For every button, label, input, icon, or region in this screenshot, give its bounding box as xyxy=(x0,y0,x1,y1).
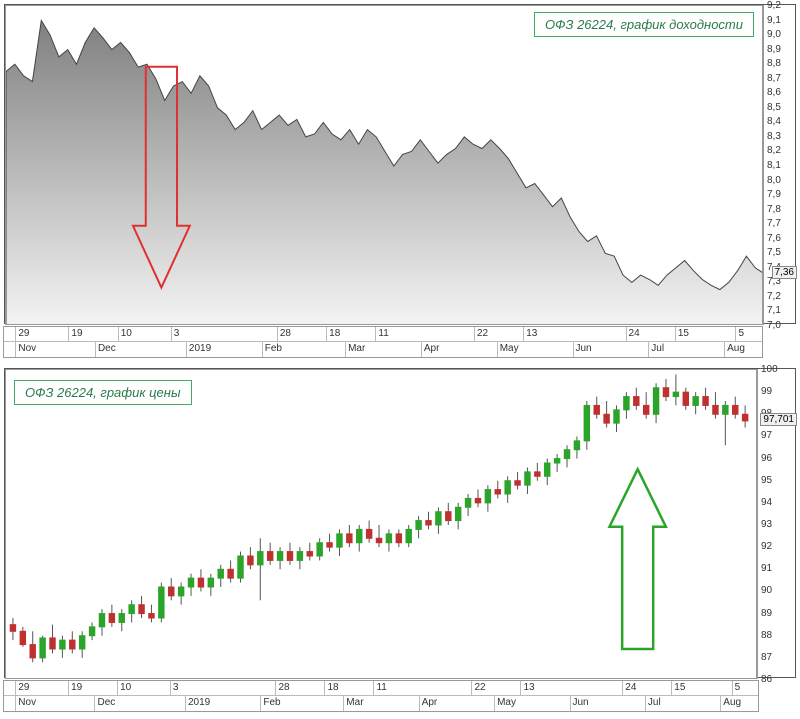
time-tick-day: 22 xyxy=(474,682,485,693)
top-ytick-label: 8,2 xyxy=(767,145,781,156)
bottom-time-axis: 29 19 10 3 28 18 11 22 13 24 15 5 Nov Dec 2019 Feb Mar A… xyxy=(3,680,759,712)
top-yaxis: 9,29,19,08,98,88,78,68,58,48,38,28,18,07… xyxy=(763,5,797,325)
time-tick-month: Mar xyxy=(348,343,365,354)
top-ytick-label: 9,2 xyxy=(767,0,781,11)
top-ytick-label: 8,4 xyxy=(767,116,781,127)
time-tick-day: 29 xyxy=(18,328,29,339)
bottom-chart-area: ОФЗ 26224, график цены xyxy=(5,369,757,679)
bottom-ytick-label: 91 xyxy=(761,563,772,574)
time-tick-day: 24 xyxy=(625,682,636,693)
time-tick-month: May xyxy=(500,343,519,354)
time-tick-day: 3 xyxy=(173,682,179,693)
bottom-ytick-label: 94 xyxy=(761,497,772,508)
time-tick-month: May xyxy=(497,697,516,708)
top-chart-area: ОФЗ 26224, график доходности xyxy=(5,5,763,325)
time-tick-month: Dec xyxy=(97,697,115,708)
time-tick-day: 22 xyxy=(477,328,488,339)
top-ytick-label: 7,8 xyxy=(767,204,781,215)
bottom-ytick-label: 88 xyxy=(761,630,772,641)
time-tick-month: Apr xyxy=(422,697,438,708)
top-ytick-label: 8,5 xyxy=(767,102,781,113)
top-ytick-label: 7,6 xyxy=(767,233,781,244)
top-last-price-tag: 7,36 xyxy=(772,266,797,279)
bottom-chart-title: ОФЗ 26224, график цены xyxy=(14,380,192,405)
time-tick-month: Jun xyxy=(576,343,592,354)
time-tick-day: 28 xyxy=(280,328,291,339)
bottom-ytick-label: 86 xyxy=(761,674,772,685)
time-tick-month: Mar xyxy=(346,697,363,708)
time-tick-day: 18 xyxy=(329,328,340,339)
top-ytick-label: 9,0 xyxy=(767,29,781,40)
top-ytick-label: 8,1 xyxy=(767,160,781,171)
time-tick-month: Aug xyxy=(723,697,741,708)
time-tick-day: 5 xyxy=(735,682,741,693)
time-tick-month: Nov xyxy=(18,343,36,354)
bottom-ytick-label: 95 xyxy=(761,475,772,486)
top-ytick-label: 8,0 xyxy=(767,175,781,186)
green-up-arrow-icon xyxy=(6,370,756,678)
top-chart-panel: ОФЗ 26224, график доходности 9,29,19,08,… xyxy=(4,4,796,324)
time-tick-month: Apr xyxy=(424,343,440,354)
bottom-ytick-label: 90 xyxy=(761,585,772,596)
time-tick-day: 10 xyxy=(120,682,131,693)
time-tick-month: 2019 xyxy=(188,697,210,708)
time-tick-month: Feb xyxy=(263,697,280,708)
red-down-arrow-icon xyxy=(6,6,762,324)
bottom-yaxis: 1009998979695949392919089888786 97,701 xyxy=(757,369,797,679)
time-tick-day: 11 xyxy=(378,328,388,339)
top-time-axis: 29 19 10 3 28 18 11 22 13 24 15 5 Nov Dec 2019 Feb Mar A… xyxy=(3,326,763,358)
time-tick-month: Aug xyxy=(727,343,745,354)
bottom-ytick-label: 89 xyxy=(761,608,772,619)
time-tick-day: 15 xyxy=(674,682,685,693)
top-ytick-label: 7,5 xyxy=(767,247,781,258)
top-ytick-label: 7,2 xyxy=(767,291,781,302)
time-tick-day: 11 xyxy=(376,682,386,693)
time-tick-day: 5 xyxy=(738,328,744,339)
top-ytick-label: 8,6 xyxy=(767,87,781,98)
time-tick-day: 28 xyxy=(278,682,289,693)
time-tick-day: 13 xyxy=(523,682,534,693)
top-ytick-label: 8,8 xyxy=(767,58,781,69)
time-tick-day: 19 xyxy=(71,328,82,339)
time-tick-month: Nov xyxy=(18,697,36,708)
time-tick-day: 18 xyxy=(327,682,338,693)
top-ytick-label: 7,0 xyxy=(767,320,781,331)
bottom-ytick-label: 93 xyxy=(761,519,772,530)
time-tick-month: 2019 xyxy=(189,343,211,354)
bottom-ytick-label: 100 xyxy=(761,364,778,375)
time-tick-month: Dec xyxy=(98,343,116,354)
time-tick-month: Jun xyxy=(573,697,589,708)
time-tick-month: Feb xyxy=(265,343,282,354)
top-ytick-label: 8,3 xyxy=(767,131,781,142)
top-ytick-label: 7,7 xyxy=(767,218,781,229)
time-tick-day: 13 xyxy=(526,328,537,339)
top-ytick-label: 7,1 xyxy=(767,305,781,316)
time-tick-month: Jul xyxy=(651,343,664,354)
time-tick-day: 29 xyxy=(18,682,29,693)
top-ytick-label: 7,9 xyxy=(767,189,781,200)
top-chart-title: ОФЗ 26224, график доходности xyxy=(534,12,754,37)
time-tick-day: 24 xyxy=(629,328,640,339)
time-tick-day: 10 xyxy=(121,328,132,339)
bottom-ytick-label: 99 xyxy=(761,386,772,397)
bottom-ytick-label: 97 xyxy=(761,430,772,441)
time-tick-day: 3 xyxy=(174,328,180,339)
time-tick-day: 19 xyxy=(71,682,82,693)
top-ytick-label: 8,7 xyxy=(767,73,781,84)
bottom-ytick-label: 96 xyxy=(761,453,772,464)
time-tick-month: Jul xyxy=(648,697,661,708)
bottom-last-price-tag: 97,701 xyxy=(760,413,797,426)
time-tick-day: 15 xyxy=(678,328,689,339)
bottom-ytick-label: 87 xyxy=(761,652,772,663)
top-ytick-label: 9,1 xyxy=(767,15,781,26)
top-ytick-label: 8,9 xyxy=(767,44,781,55)
bottom-ytick-label: 92 xyxy=(761,541,772,552)
bottom-chart-panel: ОФЗ 26224, график цены 10099989796959493… xyxy=(4,368,796,678)
